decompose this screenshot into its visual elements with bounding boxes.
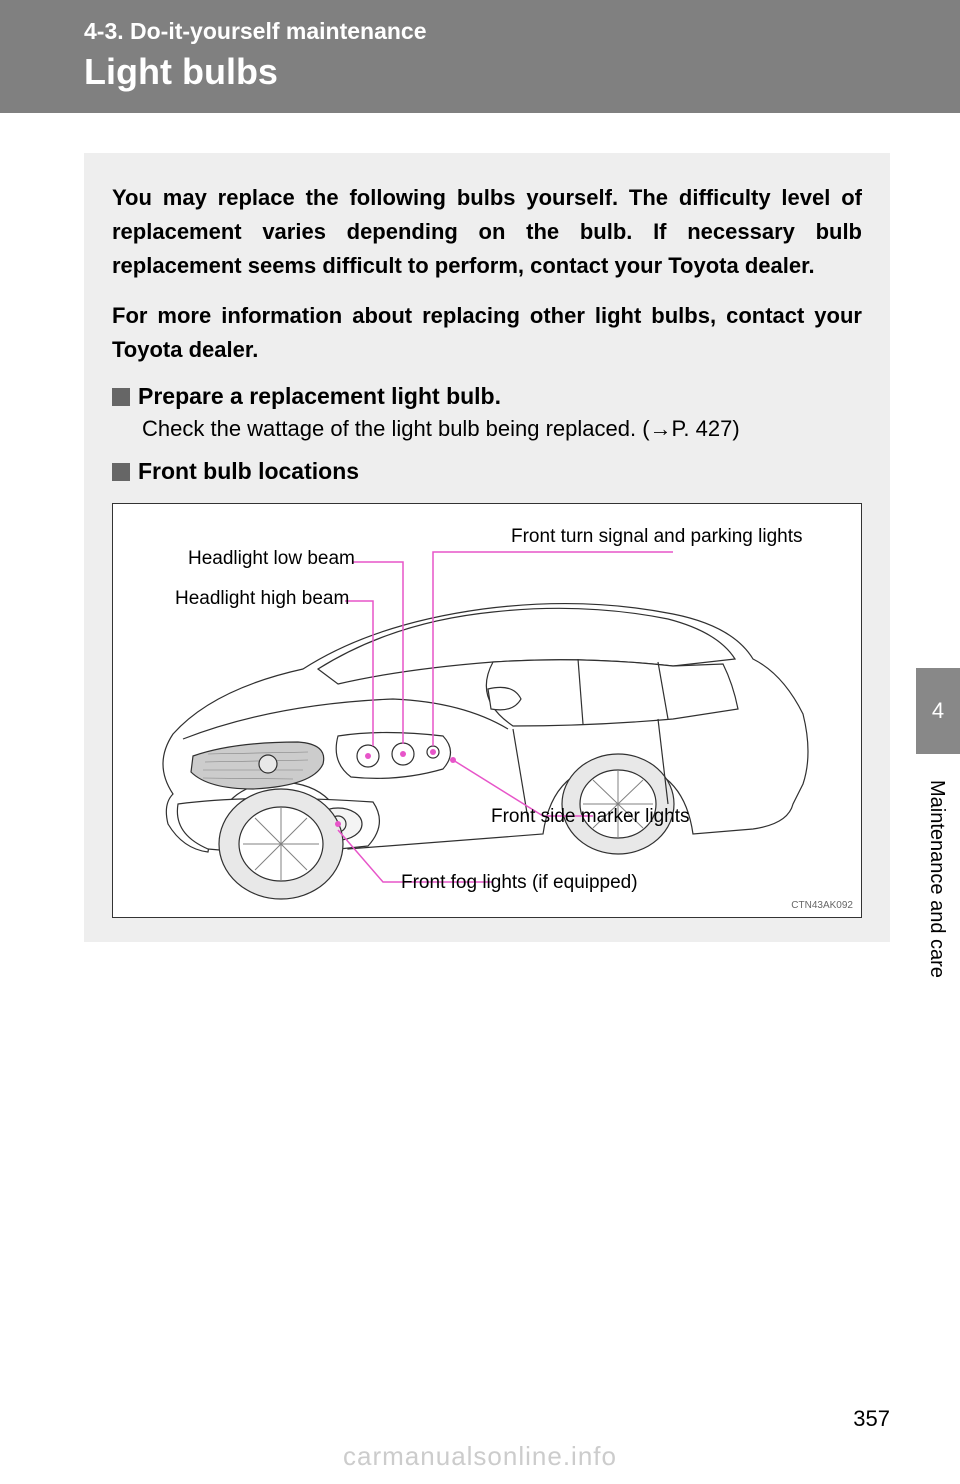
chapter-tab: 4 [916, 668, 960, 754]
prepare-section: Prepare a replacement light bulb. Check … [112, 383, 862, 442]
square-bullet-icon [112, 388, 130, 406]
header-band: 4-3. Do-it-yourself maintenance Light bu… [0, 0, 960, 113]
chapter-label: Maintenance and care [925, 780, 948, 978]
label-fog: Front fog lights (if equipped) [401, 872, 638, 894]
page-title: Light bulbs [84, 51, 960, 93]
front-heading: Front bulb locations [112, 458, 862, 485]
content-box: You may replace the following bulbs your… [84, 153, 890, 942]
label-high-beam: Headlight high beam [175, 588, 345, 610]
intro-para-2: For more information about replacing oth… [112, 299, 862, 367]
prepare-heading-text: Prepare a replacement light bulb. [138, 383, 501, 409]
bulb-diagram: Headlight low beam Headlight high beam F… [112, 503, 862, 918]
section-number: 4-3. Do-it-yourself maintenance [84, 18, 960, 45]
prepare-heading: Prepare a replacement light bulb. [112, 383, 862, 410]
chapter-number: 4 [932, 698, 944, 724]
label-turn-parking: Front turn signal and parking lights [511, 526, 803, 548]
label-low-beam: Headlight low beam [188, 548, 348, 570]
front-section: Front bulb locations [112, 458, 862, 485]
prepare-body: Check the wattage of the light bulb bein… [142, 416, 862, 442]
square-bullet-icon [112, 463, 130, 481]
intro-para-1: You may replace the following bulbs your… [112, 181, 862, 283]
label-side-marker: Front side marker lights [491, 806, 690, 828]
watermark: carmanualsonline.info [0, 1441, 960, 1472]
diagram-code: CTN43AK092 [791, 900, 853, 911]
front-heading-text: Front bulb locations [138, 458, 359, 484]
page-number: 357 [853, 1406, 890, 1432]
